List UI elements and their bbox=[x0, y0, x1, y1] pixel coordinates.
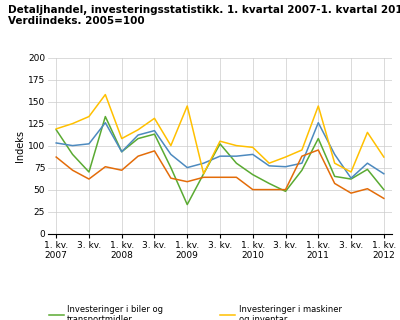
Investeringer i nybygg og
rehabilitering bbox=[86, 177, 91, 181]
Investeringer i nybygg og
rehabilitering bbox=[201, 175, 206, 179]
Investeringer i maskiner
og inventar bbox=[54, 127, 58, 131]
Investeringer i nybygg og
rehabilitering bbox=[283, 188, 288, 191]
Totale investeringer i detaljhandel,
unntatt med motorvogner og
drivstoff til motorvogner bbox=[283, 165, 288, 169]
Investeringer i nybygg og
rehabilitering bbox=[70, 168, 75, 172]
Investeringer i maskiner
og inventar bbox=[316, 104, 321, 108]
Investeringer i maskiner
og inventar bbox=[152, 116, 157, 120]
Investeringer i nybygg og
rehabilitering bbox=[54, 155, 58, 159]
Investeringer i maskiner
og inventar bbox=[86, 115, 91, 118]
Investeringer i nybygg og
rehabilitering bbox=[349, 191, 354, 195]
Investeringer i nybygg og
rehabilitering bbox=[185, 180, 190, 184]
Line: Investeringer i biler og
transportmidler: Investeringer i biler og transportmidler bbox=[56, 116, 384, 204]
Investeringer i maskiner
og inventar bbox=[382, 155, 386, 159]
Investeringer i biler og
transportmidler bbox=[365, 167, 370, 171]
Text: Detaljhandel, investeringsstatistikk. 1. kvartal 2007-1. kvartal 2012.
Verdiinde: Detaljhandel, investeringsstatistikk. 1.… bbox=[8, 5, 400, 27]
Investeringer i maskiner
og inventar bbox=[332, 161, 337, 165]
Investeringer i maskiner
og inventar bbox=[349, 170, 354, 174]
Totale investeringer i detaljhandel,
unntatt med motorvogner og
drivstoff til motorvogner bbox=[185, 166, 190, 170]
Investeringer i nybygg og
rehabilitering bbox=[234, 175, 239, 179]
Totale investeringer i detaljhandel,
unntatt med motorvogner og
drivstoff til motorvogner bbox=[201, 161, 206, 165]
Investeringer i maskiner
og inventar bbox=[267, 161, 272, 165]
Investeringer i maskiner
og inventar bbox=[119, 137, 124, 140]
Totale investeringer i detaljhandel,
unntatt med motorvogner og
drivstoff til motorvogner bbox=[349, 176, 354, 180]
Totale investeringer i detaljhandel,
unntatt med motorvogner og
drivstoff til motorvogner bbox=[152, 129, 157, 132]
Investeringer i maskiner
og inventar bbox=[250, 145, 255, 149]
Investeringer i maskiner
og inventar bbox=[201, 172, 206, 176]
Investeringer i maskiner
og inventar bbox=[168, 144, 173, 148]
Investeringer i biler og
transportmidler bbox=[332, 174, 337, 178]
Investeringer i maskiner
og inventar bbox=[234, 144, 239, 148]
Y-axis label: Indeks: Indeks bbox=[15, 130, 25, 162]
Investeringer i biler og
transportmidler bbox=[70, 152, 75, 156]
Investeringer i maskiner
og inventar bbox=[218, 139, 222, 143]
Line: Investeringer i maskiner
og inventar: Investeringer i maskiner og inventar bbox=[56, 94, 384, 174]
Investeringer i biler og
transportmidler bbox=[54, 128, 58, 132]
Investeringer i nybygg og
rehabilitering bbox=[136, 154, 140, 158]
Investeringer i nybygg og
rehabilitering bbox=[218, 175, 222, 179]
Investeringer i maskiner
og inventar bbox=[300, 148, 304, 152]
Totale investeringer i detaljhandel,
unntatt med motorvogner og
drivstoff til motorvogner bbox=[119, 150, 124, 154]
Investeringer i nybygg og
rehabilitering bbox=[267, 188, 272, 191]
Investeringer i nybygg og
rehabilitering bbox=[168, 176, 173, 180]
Investeringer i biler og
transportmidler bbox=[185, 203, 190, 206]
Investeringer i maskiner
og inventar bbox=[283, 155, 288, 159]
Totale investeringer i detaljhandel,
unntatt med motorvogner og
drivstoff til motorvogner bbox=[168, 152, 173, 156]
Totale investeringer i detaljhandel,
unntatt med motorvogner og
drivstoff til motorvogner bbox=[316, 121, 321, 124]
Legend: Investeringer i biler og
transportmidler, Totale investeringer i detaljhandel,
u: Investeringer i biler og transportmidler… bbox=[49, 305, 347, 320]
Investeringer i nybygg og
rehabilitering bbox=[382, 196, 386, 200]
Investeringer i biler og
transportmidler bbox=[136, 137, 140, 140]
Investeringer i nybygg og
rehabilitering bbox=[332, 181, 337, 185]
Investeringer i nybygg og
rehabilitering bbox=[365, 187, 370, 191]
Investeringer i biler og
transportmidler bbox=[152, 132, 157, 136]
Line: Totale investeringer i detaljhandel,
unntatt med motorvogner og
drivstoff til motorvogner: Totale investeringer i detaljhandel, unn… bbox=[56, 123, 384, 178]
Totale investeringer i detaljhandel,
unntatt med motorvogner og
drivstoff til motorvogner bbox=[300, 161, 304, 165]
Investeringer i biler og
transportmidler bbox=[300, 168, 304, 172]
Investeringer i nybygg og
rehabilitering bbox=[119, 168, 124, 172]
Investeringer i nybygg og
rehabilitering bbox=[103, 165, 108, 169]
Investeringer i biler og
transportmidler bbox=[103, 115, 108, 118]
Investeringer i maskiner
og inventar bbox=[185, 104, 190, 108]
Totale investeringer i detaljhandel,
unntatt med motorvogner og
drivstoff til motorvogner bbox=[332, 152, 337, 156]
Investeringer i nybygg og
rehabilitering bbox=[300, 154, 304, 158]
Investeringer i biler og
transportmidler bbox=[316, 137, 321, 140]
Totale investeringer i detaljhandel,
unntatt med motorvogner og
drivstoff til motorvogner bbox=[267, 164, 272, 168]
Investeringer i maskiner
og inventar bbox=[70, 122, 75, 125]
Line: Investeringer i nybygg og
rehabilitering: Investeringer i nybygg og rehabilitering bbox=[56, 150, 384, 198]
Investeringer i biler og
transportmidler bbox=[218, 142, 222, 146]
Investeringer i nybygg og
rehabilitering bbox=[250, 188, 255, 191]
Investeringer i biler og
transportmidler bbox=[86, 170, 91, 174]
Investeringer i biler og
transportmidler bbox=[119, 150, 124, 154]
Investeringer i biler og
transportmidler bbox=[250, 173, 255, 177]
Investeringer i biler og
transportmidler bbox=[201, 172, 206, 176]
Totale investeringer i detaljhandel,
unntatt med motorvogner og
drivstoff til motorvogner bbox=[103, 121, 108, 124]
Totale investeringer i detaljhandel,
unntatt med motorvogner og
drivstoff til motorvogner bbox=[70, 144, 75, 148]
Investeringer i biler og
transportmidler bbox=[382, 188, 386, 191]
Totale investeringer i detaljhandel,
unntatt med motorvogner og
drivstoff til motorvogner bbox=[218, 154, 222, 158]
Investeringer i biler og
transportmidler bbox=[267, 181, 272, 185]
Investeringer i biler og
transportmidler bbox=[168, 166, 173, 170]
Investeringer i maskiner
og inventar bbox=[365, 131, 370, 134]
Investeringer i maskiner
og inventar bbox=[136, 128, 140, 132]
Totale investeringer i detaljhandel,
unntatt med motorvogner og
drivstoff til motorvogner bbox=[234, 154, 239, 158]
Totale investeringer i detaljhandel,
unntatt med motorvogner og
drivstoff til motorvogner bbox=[136, 133, 140, 137]
Totale investeringer i detaljhandel,
unntatt med motorvogner og
drivstoff til motorvogner bbox=[250, 152, 255, 156]
Totale investeringer i detaljhandel,
unntatt med motorvogner og
drivstoff til motorvogner bbox=[365, 161, 370, 165]
Totale investeringer i detaljhandel,
unntatt med motorvogner og
drivstoff til motorvogner bbox=[54, 141, 58, 145]
Totale investeringer i detaljhandel,
unntatt med motorvogner og
drivstoff til motorvogner bbox=[86, 142, 91, 146]
Investeringer i maskiner
og inventar bbox=[103, 92, 108, 96]
Investeringer i nybygg og
rehabilitering bbox=[152, 149, 157, 153]
Investeringer i biler og
transportmidler bbox=[349, 177, 354, 181]
Investeringer i biler og
transportmidler bbox=[234, 161, 239, 165]
Investeringer i biler og
transportmidler bbox=[283, 189, 288, 193]
Totale investeringer i detaljhandel,
unntatt med motorvogner og
drivstoff til motorvogner bbox=[382, 172, 386, 176]
Investeringer i nybygg og
rehabilitering bbox=[316, 148, 321, 152]
